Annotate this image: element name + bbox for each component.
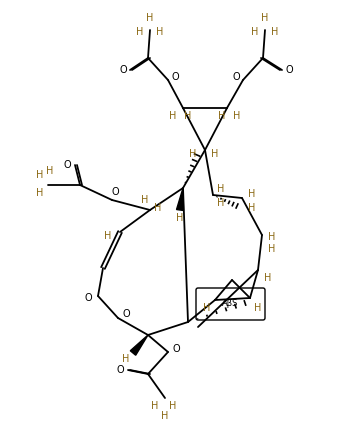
Text: H: H bbox=[36, 170, 44, 180]
Text: H: H bbox=[261, 13, 269, 23]
Polygon shape bbox=[177, 188, 183, 211]
Text: H: H bbox=[254, 303, 262, 313]
Text: O: O bbox=[116, 365, 124, 375]
Text: H: H bbox=[189, 149, 197, 159]
Text: H: H bbox=[248, 203, 256, 213]
Text: O: O bbox=[119, 65, 127, 75]
Text: O: O bbox=[232, 72, 240, 82]
Text: H: H bbox=[141, 195, 149, 205]
Text: H: H bbox=[203, 303, 211, 313]
Text: H: H bbox=[268, 232, 276, 242]
Text: H: H bbox=[136, 27, 144, 37]
Text: O: O bbox=[63, 160, 71, 170]
Text: H: H bbox=[169, 401, 177, 411]
Text: H: H bbox=[36, 188, 44, 198]
Text: H: H bbox=[169, 111, 177, 121]
Text: O: O bbox=[172, 344, 180, 354]
Text: H: H bbox=[146, 13, 154, 23]
Text: O: O bbox=[285, 65, 293, 75]
Text: H: H bbox=[161, 411, 169, 421]
Text: H: H bbox=[156, 27, 164, 37]
Text: H: H bbox=[233, 111, 241, 121]
Text: H: H bbox=[271, 27, 279, 37]
Text: H: H bbox=[218, 111, 226, 121]
Text: H: H bbox=[217, 198, 225, 208]
Text: O: O bbox=[111, 187, 119, 197]
Text: H: H bbox=[122, 354, 130, 364]
Text: H: H bbox=[151, 401, 159, 411]
Text: O: O bbox=[122, 309, 130, 319]
Text: AβS: AβS bbox=[222, 299, 238, 308]
Text: H: H bbox=[251, 27, 259, 37]
Text: H: H bbox=[184, 111, 192, 121]
Text: H: H bbox=[104, 231, 112, 241]
Text: H: H bbox=[268, 244, 276, 254]
Text: H: H bbox=[46, 166, 54, 176]
Text: H: H bbox=[211, 149, 219, 159]
Text: H: H bbox=[217, 184, 225, 194]
Text: H: H bbox=[176, 213, 184, 223]
Text: H: H bbox=[248, 189, 256, 199]
Polygon shape bbox=[130, 335, 148, 355]
Text: O: O bbox=[84, 293, 92, 303]
Text: H: H bbox=[154, 203, 162, 213]
Text: H: H bbox=[264, 273, 272, 283]
Text: O: O bbox=[171, 72, 179, 82]
